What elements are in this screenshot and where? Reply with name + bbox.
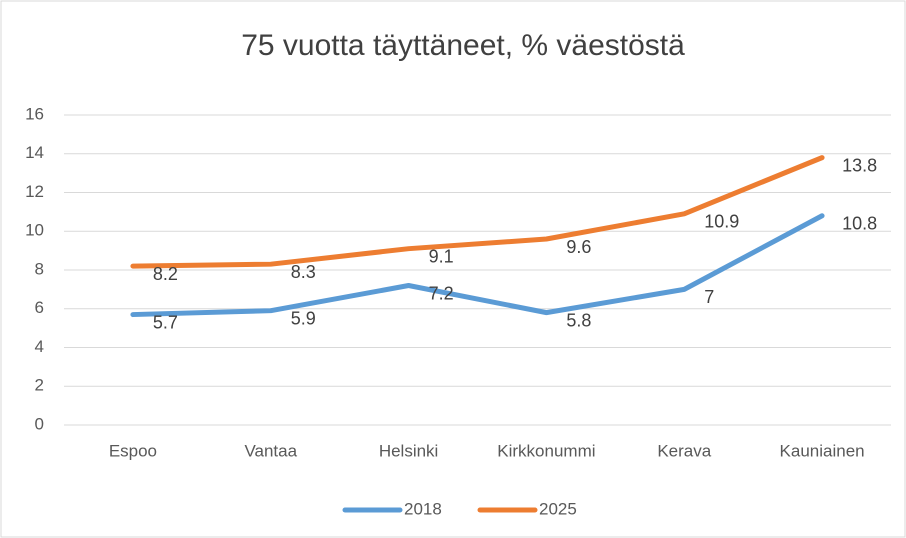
y-tick-label: 14 xyxy=(25,143,44,162)
y-tick-label: 10 xyxy=(25,221,44,240)
data-label: 5.8 xyxy=(566,310,591,330)
x-tick-label: Vantaa xyxy=(244,441,297,460)
x-tick-label: Kauniainen xyxy=(780,441,865,460)
data-label: 7.2 xyxy=(429,283,454,303)
x-tick-label: Kirkkonummi xyxy=(497,441,595,460)
data-label: 10.8 xyxy=(842,214,877,234)
series-line xyxy=(130,213,825,318)
data-label: 8.3 xyxy=(291,262,316,282)
data-label: 8.2 xyxy=(153,264,178,284)
x-tick-label: Espoo xyxy=(109,441,157,460)
legend-label: 2018 xyxy=(404,499,442,518)
data-label: 5.9 xyxy=(291,308,316,328)
y-tick-label: 6 xyxy=(35,298,44,317)
x-tick-label: Kerava xyxy=(657,441,711,460)
y-tick-label: 12 xyxy=(25,182,44,201)
data-label: 7 xyxy=(704,287,714,307)
y-tick-label: 2 xyxy=(35,376,44,395)
y-tick-label: 4 xyxy=(35,337,44,356)
data-label: 5.7 xyxy=(153,312,178,332)
series-line xyxy=(130,155,825,269)
y-tick-label: 0 xyxy=(35,414,44,433)
data-label: 13.8 xyxy=(842,155,877,175)
data-label: 9.1 xyxy=(429,246,454,266)
y-tick-label: 16 xyxy=(25,104,44,123)
x-tick-label: Helsinki xyxy=(379,441,439,460)
data-label: 9.6 xyxy=(566,237,591,257)
legend-label: 2025 xyxy=(539,499,577,518)
chart-title: 75 vuotta täyttäneet, % väestöstä xyxy=(241,29,685,62)
y-tick-label: 8 xyxy=(35,259,44,278)
data-label: 10.9 xyxy=(704,212,739,232)
